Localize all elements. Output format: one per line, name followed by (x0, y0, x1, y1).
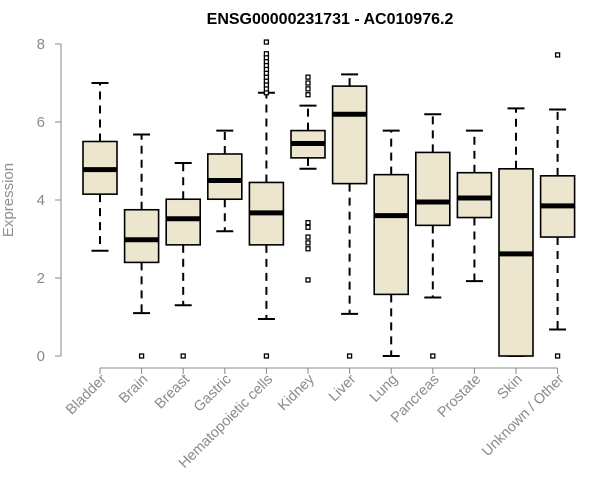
iqr-box (165, 198, 201, 246)
y-axis: 0 2 4 6 8 (37, 36, 62, 365)
box-kidney (290, 74, 326, 283)
chart-title: ENSG00000231731 - AC010976.2 (207, 11, 454, 28)
x-tick-label: Liver (326, 371, 360, 405)
outlier-point (305, 224, 311, 230)
outlier-point (138, 353, 145, 359)
box-breast (165, 161, 201, 359)
x-tick-label: Skin (495, 372, 526, 403)
box-skin (498, 107, 534, 357)
box-brain (123, 133, 160, 359)
outlier-point (305, 246, 311, 252)
iqr-box (414, 151, 451, 227)
outlier-point (346, 353, 353, 359)
x-tick-label: Prostate (435, 372, 484, 421)
iqr-box (331, 85, 368, 185)
outlier-point (305, 74, 311, 80)
box-lung (373, 129, 410, 357)
y-tick-label: 4 (37, 192, 45, 209)
outlier-point (263, 51, 270, 57)
box-liver (331, 73, 368, 359)
y-axis-label: Expression (0, 163, 17, 237)
box-pancreas (414, 113, 451, 359)
outlier-point (554, 52, 561, 58)
iqr-box (456, 171, 493, 219)
box-gastric (207, 129, 243, 233)
outlier-point (305, 92, 311, 98)
x-tick-label: Bladder (63, 371, 110, 418)
iqr-box (498, 168, 534, 357)
iqr-box (207, 153, 243, 201)
y-tick-label: 2 (37, 270, 45, 287)
y-tick-label: 0 (37, 348, 45, 365)
outlier-point (180, 353, 186, 359)
outlier-point (263, 353, 270, 359)
y-tick-label: 6 (37, 114, 45, 131)
outlier-point (305, 277, 311, 283)
iqr-box (123, 208, 160, 264)
x-tick-label: Lung (367, 372, 401, 406)
box-hematopoietic-cells (248, 39, 285, 359)
outlier-point (305, 80, 311, 86)
x-tick-label: Breast (152, 372, 193, 413)
outlier-point (305, 240, 311, 246)
outlier-point (554, 353, 561, 359)
iqr-box (373, 173, 410, 296)
x-tick-label: Kidney (275, 371, 318, 414)
outlier-point (263, 39, 270, 45)
box-prostate (456, 129, 493, 283)
box-bladder (82, 82, 118, 252)
outlier-point (305, 234, 311, 240)
x-tick-label: Brain (116, 372, 151, 407)
outlier-point (430, 353, 436, 359)
box-unknown-other (539, 52, 576, 359)
outlier-point (305, 86, 311, 92)
y-tick-label: 8 (37, 36, 45, 53)
boxes-layer (82, 39, 576, 359)
outlier-point (305, 219, 311, 226)
